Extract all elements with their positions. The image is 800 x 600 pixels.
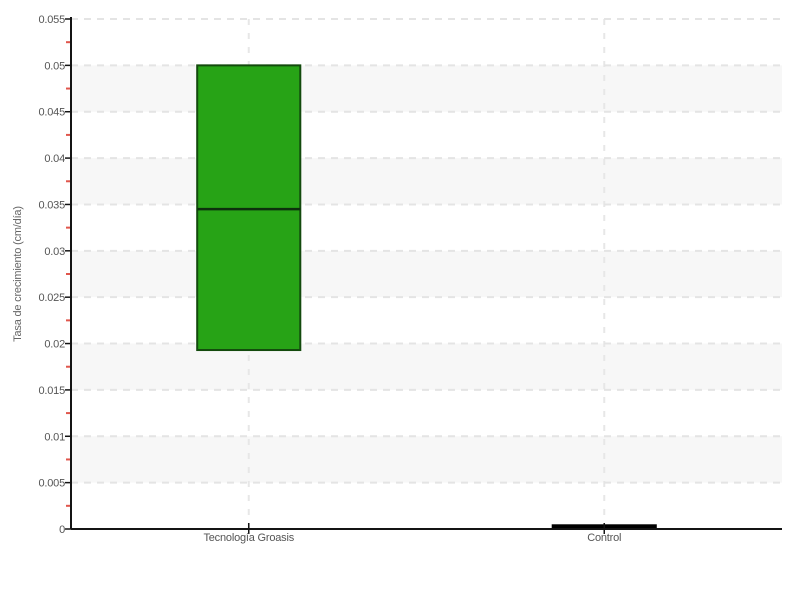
box-tecnolog-a-groasis (196, 64, 302, 352)
category-label: Tecnología Groasis (203, 532, 294, 544)
plot-band (71, 65, 782, 112)
y-tick-label: 0.01 (44, 431, 65, 443)
y-tick-label: 0.025 (38, 292, 65, 304)
y-tick-label: 0.005 (38, 478, 65, 490)
y-tick-label: 0.035 (38, 199, 65, 211)
y-tick-label: 0 (59, 524, 65, 536)
y-tick-label: 0.045 (38, 107, 65, 119)
y-axis-title: Tasa de crecimiento (cm/día) (12, 206, 24, 342)
plot-band (71, 158, 782, 205)
category-label: Control (587, 532, 621, 544)
y-tick-label: 0.05 (44, 60, 65, 72)
y-tick-label: 0.03 (44, 246, 65, 258)
plot-band (71, 250, 782, 298)
y-tick-label: 0.04 (44, 153, 65, 165)
plot-band (71, 436, 782, 483)
plot-band (71, 343, 782, 390)
y-tick-label: 0.02 (44, 339, 65, 351)
y-tick-label: 0.055 (38, 14, 65, 26)
y-tick-label: 0.015 (38, 385, 65, 397)
